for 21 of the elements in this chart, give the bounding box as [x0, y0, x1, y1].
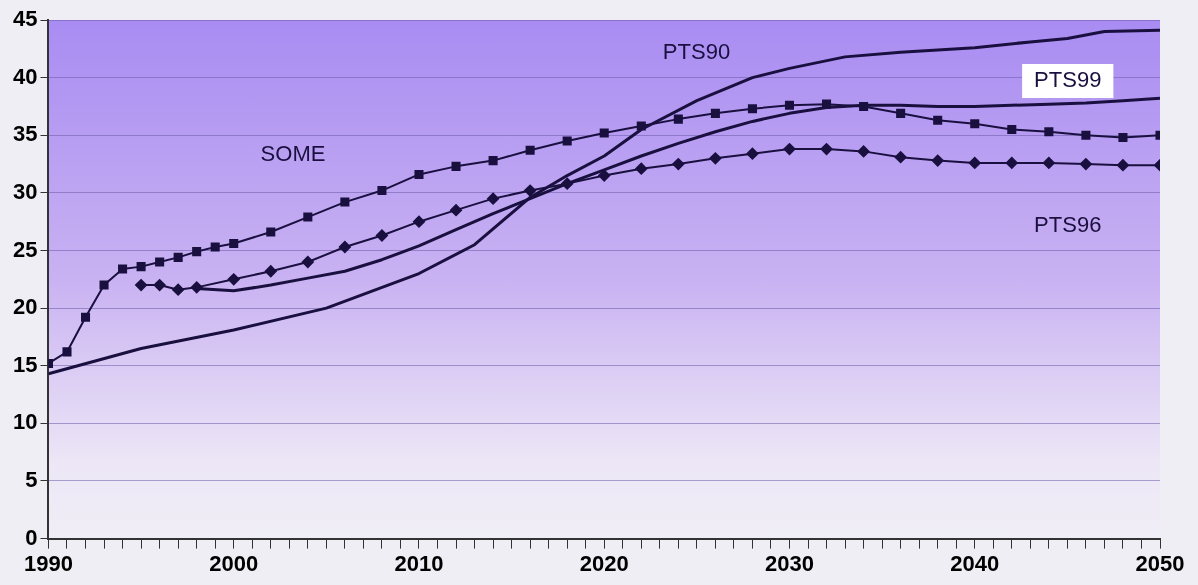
- y-tick-label: 25: [12, 236, 38, 262]
- series-label: SOME: [260, 141, 326, 167]
- y-tick-label: 10: [12, 409, 38, 435]
- x-tick-label: 1990: [23, 550, 73, 576]
- y-tick-label: 35: [12, 121, 38, 147]
- x-tick-label: 2010: [394, 550, 444, 576]
- y-tick-label: 0: [25, 524, 38, 550]
- text: PTS96: [1034, 212, 1102, 238]
- x-tick-label: 2020: [579, 550, 629, 576]
- series-label: PTS99: [1034, 67, 1102, 93]
- x-tick-label: 2000: [209, 550, 259, 576]
- y-tick-label: 40: [12, 63, 38, 89]
- y-tick-label: 20: [12, 294, 38, 320]
- y-tick-label: 30: [12, 178, 38, 204]
- series-label: PTS90: [662, 38, 731, 64]
- y-tick-label: 5: [25, 467, 38, 493]
- x-tick-label: 2040: [950, 550, 1000, 576]
- y-tick-label: 45: [12, 6, 38, 32]
- x-tick-label: 2030: [765, 550, 814, 576]
- x-tick-label: 2050: [1135, 550, 1185, 576]
- y-tick-label: 15: [12, 351, 38, 377]
